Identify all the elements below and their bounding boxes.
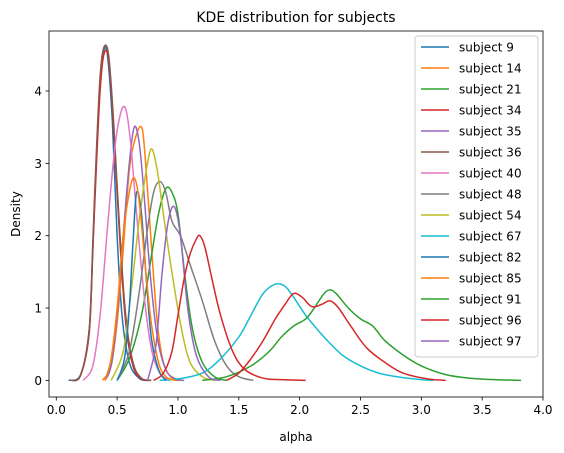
y-axis-label: Density [9, 191, 23, 237]
legend-entry: subject 97 [459, 334, 522, 348]
series-layer [68, 44, 522, 382]
y-tick-label: 3 [34, 157, 42, 171]
legend-entry: subject 85 [459, 271, 522, 285]
x-tick-label: 0.0 [47, 403, 66, 417]
series-line-3 [116, 186, 227, 382]
series-line-12 [104, 176, 176, 382]
plot-frame [48, 30, 544, 398]
legend-entry: subject 40 [459, 166, 522, 180]
series-line-6 [70, 44, 152, 382]
x-tick-label: 1.5 [229, 403, 248, 417]
series-line-15 [146, 205, 221, 382]
legend-entry: subject 67 [459, 229, 522, 243]
x-tick-label: 0.5 [108, 403, 127, 417]
series-line-7 [82, 105, 170, 382]
series-line-10 [159, 282, 434, 382]
x-axis-label: alpha [279, 430, 312, 444]
y-tick-label: 4 [34, 85, 42, 99]
x-axis-ticks: 0.0 0.5 1.0 1.5 2.0 2.5 3.0 3.5 4.0 [47, 397, 553, 417]
series-line-16 [153, 234, 306, 382]
legend: subject 9 subject 14 subject 21 subject 34 s… [414, 35, 539, 358]
x-tick-label: 3.5 [473, 403, 492, 417]
x-tick-label: 2.5 [351, 403, 370, 417]
x-tick-label: 4.0 [533, 403, 552, 417]
series-line-13 [202, 289, 522, 382]
legend-entry: subject 9 [459, 40, 514, 54]
legend-entry: subject 34 [459, 103, 522, 117]
legend-entry: subject 91 [459, 292, 522, 306]
legend-entry: subject 21 [459, 82, 522, 96]
series-line-9 [110, 148, 215, 382]
x-tick-label: 3.0 [412, 403, 431, 417]
chart-title: KDE distribution for subjects [196, 10, 395, 26]
x-tick-label: 2.0 [290, 403, 309, 417]
series-line-14 [226, 292, 446, 382]
legend-entry: subject 14 [459, 61, 522, 75]
y-tick-label: 2 [34, 229, 42, 243]
legend-entry: subject 96 [459, 313, 522, 327]
legend-box [414, 35, 539, 358]
x-tick-label: 1.0 [168, 403, 187, 417]
legend-entry: subject 35 [459, 124, 522, 138]
legend-entry: subject 82 [459, 250, 522, 264]
y-tick-label: 1 [34, 302, 42, 316]
y-tick-label: 0 [34, 374, 42, 388]
legend-entry: subject 36 [459, 145, 522, 159]
series-line-8 [116, 180, 254, 382]
legend-entry: subject 54 [459, 208, 522, 222]
legend-entry: subject 48 [459, 187, 522, 201]
y-axis-ticks: 0 1 2 3 4 [34, 85, 49, 388]
